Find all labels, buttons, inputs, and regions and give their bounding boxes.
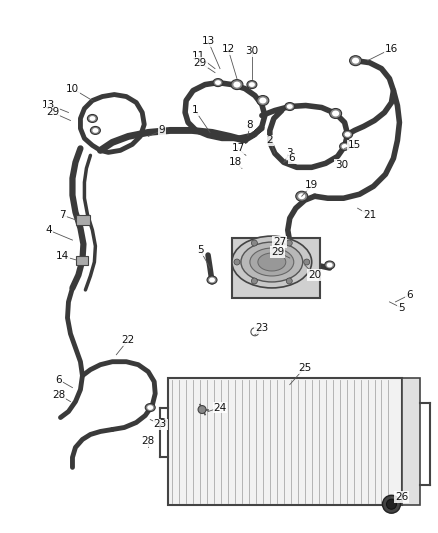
Text: 14: 14: [56, 251, 69, 261]
Text: 2: 2: [267, 135, 273, 146]
Text: 28: 28: [141, 437, 155, 447]
Circle shape: [251, 240, 258, 246]
Text: 8: 8: [247, 120, 253, 131]
Ellipse shape: [325, 261, 335, 269]
Circle shape: [304, 259, 310, 265]
Ellipse shape: [259, 98, 266, 103]
Text: 29: 29: [194, 58, 207, 68]
Text: 26: 26: [395, 492, 408, 502]
Ellipse shape: [160, 419, 165, 423]
Ellipse shape: [327, 263, 332, 268]
Text: 15: 15: [348, 140, 361, 150]
Text: 16: 16: [385, 44, 398, 54]
Text: 6: 6: [55, 375, 62, 385]
Ellipse shape: [352, 58, 359, 63]
Text: 30: 30: [335, 160, 348, 171]
Bar: [77, 256, 88, 265]
Ellipse shape: [247, 80, 257, 88]
Ellipse shape: [345, 132, 350, 137]
Text: 5: 5: [398, 303, 405, 313]
Ellipse shape: [339, 142, 350, 150]
Text: 23: 23: [255, 323, 268, 333]
Text: 19: 19: [305, 180, 318, 190]
Ellipse shape: [231, 79, 243, 90]
Ellipse shape: [343, 131, 353, 139]
Text: 25: 25: [298, 362, 311, 373]
Text: 9: 9: [159, 125, 166, 135]
Ellipse shape: [250, 248, 294, 276]
Text: 22: 22: [122, 335, 135, 345]
Ellipse shape: [332, 110, 339, 117]
Bar: [232, 238, 320, 298]
Ellipse shape: [298, 193, 305, 199]
Text: 5: 5: [197, 245, 203, 255]
Bar: [168, 378, 403, 505]
Text: 18: 18: [228, 157, 242, 167]
Ellipse shape: [258, 253, 286, 271]
Text: 20: 20: [308, 270, 321, 280]
Circle shape: [286, 278, 292, 284]
Circle shape: [234, 259, 240, 265]
Bar: [77, 215, 90, 225]
Text: 10: 10: [66, 84, 79, 94]
Circle shape: [382, 495, 400, 513]
Ellipse shape: [90, 126, 100, 134]
Ellipse shape: [147, 405, 153, 410]
Ellipse shape: [232, 236, 312, 288]
Ellipse shape: [88, 115, 97, 123]
Text: 6: 6: [289, 154, 295, 163]
Text: 7: 7: [59, 210, 66, 220]
Ellipse shape: [209, 278, 215, 282]
Text: 23: 23: [154, 419, 167, 430]
Text: 29: 29: [271, 247, 284, 257]
Ellipse shape: [89, 116, 95, 121]
Text: 6: 6: [406, 290, 413, 300]
Text: 24: 24: [213, 402, 226, 413]
Text: 21: 21: [363, 210, 376, 220]
Text: 3: 3: [286, 148, 293, 158]
Circle shape: [251, 328, 259, 336]
Text: 11: 11: [191, 51, 205, 61]
Ellipse shape: [92, 128, 99, 133]
Circle shape: [251, 278, 258, 284]
Ellipse shape: [257, 95, 269, 106]
Ellipse shape: [249, 82, 255, 87]
Text: 27: 27: [273, 237, 286, 247]
Text: 28: 28: [52, 390, 65, 400]
Bar: [403, 378, 420, 505]
Ellipse shape: [296, 191, 308, 201]
Text: 12: 12: [221, 44, 235, 54]
Text: 30: 30: [245, 46, 258, 55]
Ellipse shape: [145, 403, 155, 411]
Ellipse shape: [287, 104, 293, 109]
Text: 13: 13: [42, 100, 55, 109]
Ellipse shape: [241, 242, 303, 282]
Circle shape: [386, 499, 396, 509]
Text: 13: 13: [201, 36, 215, 46]
Text: 17: 17: [231, 143, 244, 154]
Circle shape: [286, 240, 292, 246]
Ellipse shape: [207, 276, 217, 284]
Ellipse shape: [213, 78, 223, 86]
Text: 29: 29: [46, 108, 59, 117]
Ellipse shape: [233, 82, 240, 87]
Ellipse shape: [215, 80, 221, 85]
Ellipse shape: [158, 418, 166, 424]
Text: 1: 1: [192, 106, 198, 116]
Ellipse shape: [342, 144, 348, 149]
Ellipse shape: [350, 55, 361, 66]
Circle shape: [198, 406, 206, 414]
Ellipse shape: [330, 109, 342, 118]
Text: 4: 4: [45, 225, 52, 235]
Ellipse shape: [285, 102, 295, 110]
